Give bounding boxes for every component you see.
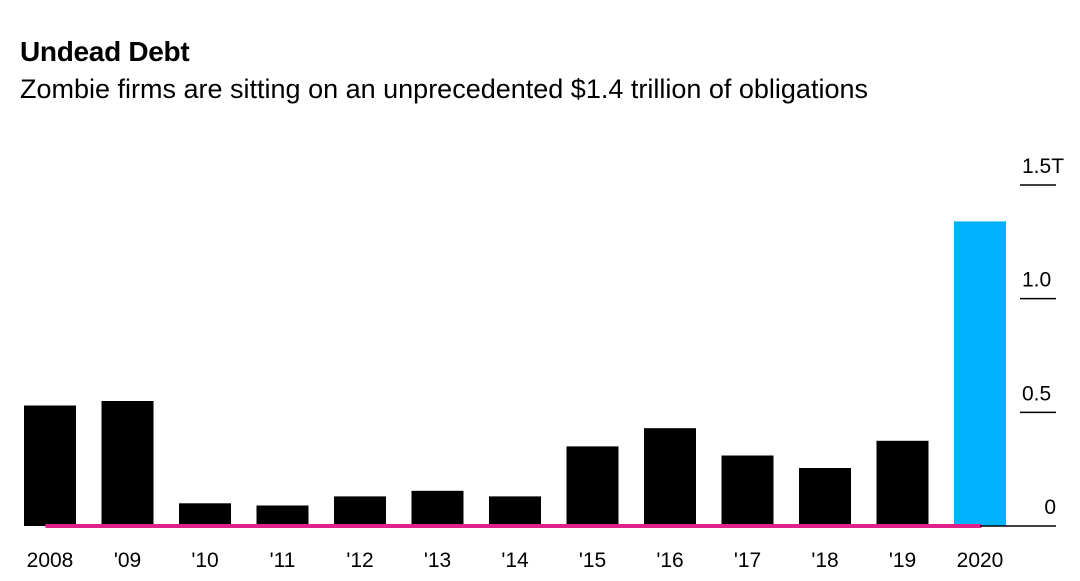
bar-2008 [24,405,76,526]
x-tick-label: '18 [811,549,838,572]
bar-15 [566,446,619,526]
y-tick-label: 0 [1044,496,1056,519]
bar-10 [179,503,231,526]
x-tick-label: '12 [346,549,373,572]
bar-19 [876,440,929,527]
y-tick-label: 1.0 [1022,269,1051,292]
bar-17 [721,455,774,526]
x-tick-label: '09 [114,549,141,572]
bar-13 [411,490,464,526]
y-axis: 0 0.5 1.0 1.5T [1020,155,1064,519]
bar-16 [644,428,696,526]
y-tick-label: 1.5T [1022,155,1064,178]
bar-12 [334,496,386,526]
x-tick-label: '14 [501,549,529,572]
x-tick-label: '15 [579,549,606,572]
bar-14 [489,496,541,526]
y-tick-label: 0.5 [1022,382,1051,405]
bar-11 [256,505,309,526]
x-tick-label: '19 [889,549,916,572]
x-tick-label: '13 [424,549,451,572]
x-tick-label: 2020 [957,549,1004,572]
bar-18 [799,468,851,526]
x-axis: 2008 '09 '10 '11 '12 '13 '14 '15 '16 '17 '18 '19 202… [27,549,1004,572]
x-tick-label: '11 [270,549,296,572]
x-tick-label: '17 [734,549,761,572]
chart-title: Undead Debt [20,36,190,67]
x-tick-label: 2008 [27,549,74,572]
x-tick-label: '10 [191,549,218,572]
chart-subtitle: Zombie firms are sitting on an unprecede… [20,74,868,104]
bars-group [24,221,1006,527]
x-tick-label: '16 [656,549,683,572]
bar-09 [101,401,154,526]
bar-2020 [954,221,1006,526]
